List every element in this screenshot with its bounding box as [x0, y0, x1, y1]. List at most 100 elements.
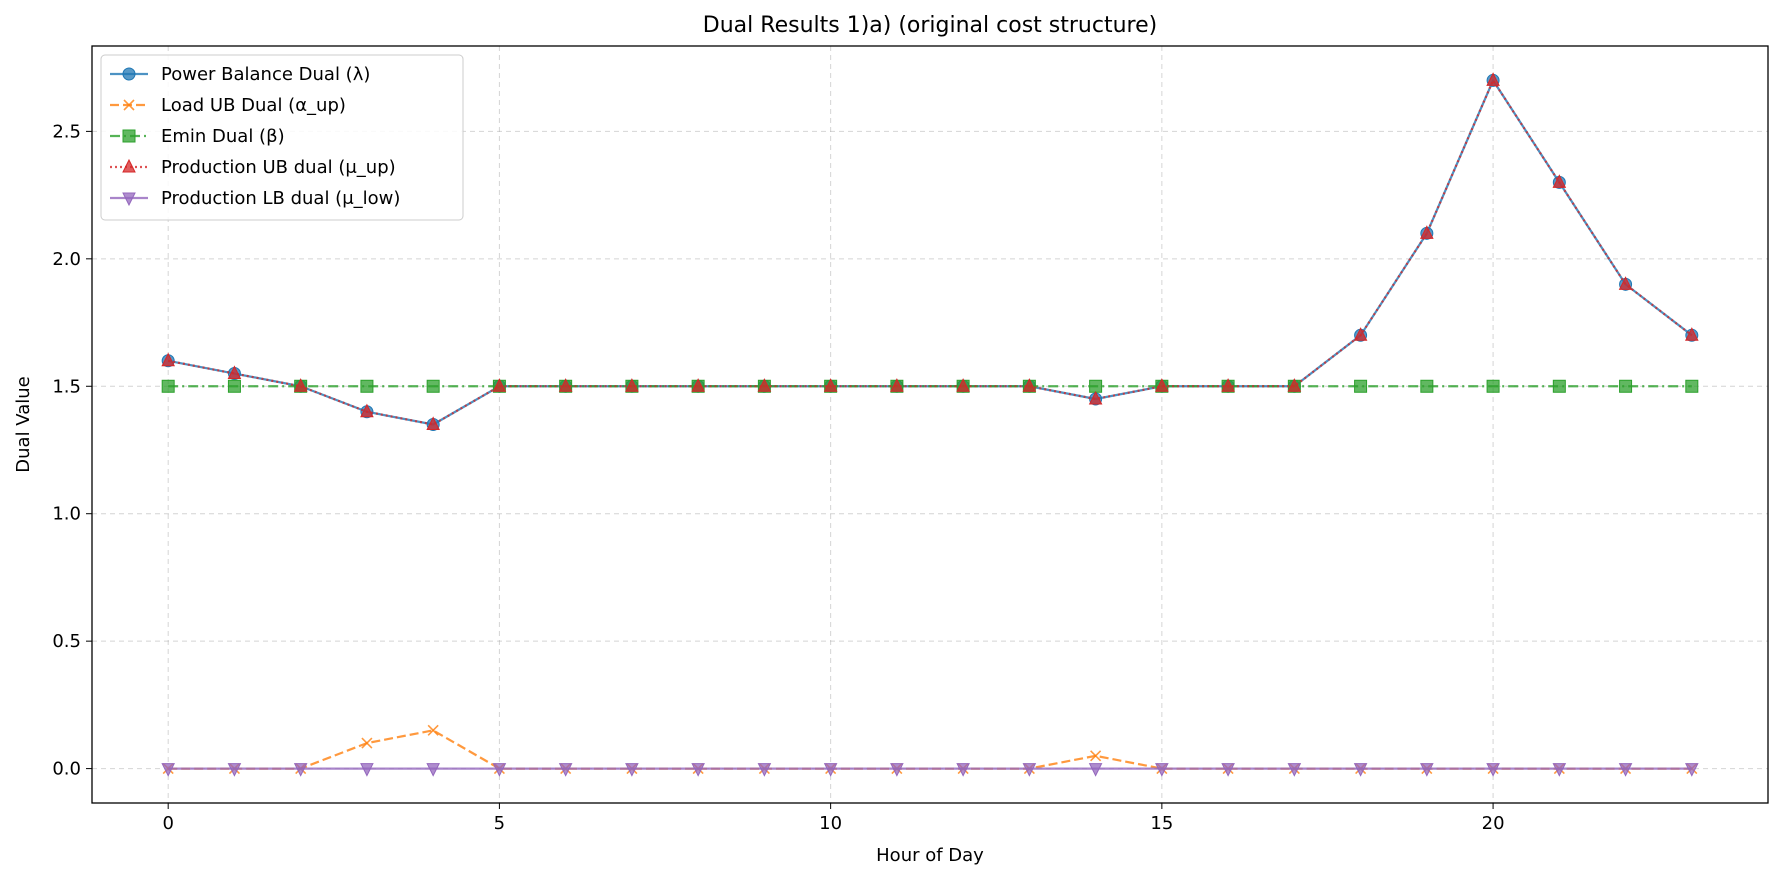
data-point: [625, 378, 639, 392]
data-point: [426, 763, 440, 777]
data-point: [492, 763, 507, 777]
data-point: [1420, 225, 1434, 239]
data-point: [1486, 379, 1500, 393]
data-point: [1552, 174, 1567, 188]
marker-stroke: [427, 724, 439, 736]
data-point: [427, 724, 439, 736]
series-5: [161, 763, 1699, 777]
data-point: [823, 763, 838, 777]
y-axis-label: Dual Value: [13, 376, 34, 472]
data-point: [161, 352, 175, 367]
data-point: [1088, 390, 1103, 405]
data-point: [227, 763, 242, 777]
y-tick-label: 1.5: [52, 376, 81, 397]
plot-frame: [91, 45, 1769, 804]
x-tick-label: 5: [494, 813, 505, 834]
marker-stroke: [123, 99, 135, 111]
data-point: [426, 379, 440, 393]
x-axis-label: Hour of Day: [876, 845, 984, 866]
data-point: [558, 378, 573, 392]
legend-marker: [122, 192, 136, 207]
chart-title: Dual Results 1)a) (original cost structu…: [703, 13, 1157, 38]
legend-box: [100, 54, 464, 221]
axis-ticks: 0 5 10 15 20 0.0 0.5 1.0 1.5 2.0 2.5: [52, 121, 1504, 834]
x-tick-label: 0: [162, 813, 173, 834]
y-tick-label: 1.0: [52, 504, 81, 525]
y-tick-label: 0.5: [52, 631, 81, 652]
data-point: [1287, 763, 1302, 777]
legend: Power Balance Dual (λ) Load UB Dual (α_up…: [100, 54, 464, 221]
legend-item: Production UB dual (μ_up): [110, 157, 396, 178]
series-layer: [161, 72, 1699, 777]
legend-label: Emin Dual (β): [161, 126, 285, 147]
data-point: [1552, 379, 1566, 393]
data-point: [227, 365, 242, 380]
marker-stroke: [1090, 750, 1102, 762]
marker-stroke: [361, 737, 373, 749]
data-point: [1022, 763, 1037, 777]
legend-label: Production UB dual (μ_up): [161, 157, 396, 178]
data-point: [890, 378, 904, 392]
data-point: [1155, 763, 1169, 777]
data-point: [1354, 379, 1368, 393]
data-point: [1619, 379, 1633, 393]
x-tick-label: 20: [1482, 813, 1505, 834]
data-point: [161, 379, 175, 393]
data-point: [1486, 763, 1500, 777]
data-point: [757, 763, 772, 777]
data-point: [360, 763, 374, 777]
legend-marker: [122, 158, 136, 173]
data-point: [890, 763, 904, 777]
data-point: [1420, 379, 1434, 393]
data-point: [293, 763, 308, 777]
data-point: [1088, 763, 1103, 777]
legend-item: Load UB Dual (α_up): [110, 95, 346, 116]
legend-marker: [122, 129, 136, 143]
legend-item: Power Balance Dual (λ): [110, 64, 370, 85]
legend-marker: [122, 67, 136, 81]
data-point: [1221, 763, 1235, 777]
data-point: [360, 403, 374, 418]
data-point: [1486, 72, 1500, 86]
legend-label: Production LB dual (μ_low): [161, 188, 400, 209]
data-point: [1155, 378, 1169, 392]
series-4: [161, 72, 1699, 430]
legend-label: Load UB Dual (α_up): [161, 95, 346, 116]
data-point: [361, 737, 373, 749]
data-point: [1552, 763, 1567, 777]
data-point: [426, 416, 440, 430]
data-point: [360, 379, 374, 393]
data-point: [1618, 763, 1633, 777]
data-point: [956, 378, 970, 392]
data-point: [161, 763, 175, 777]
data-point: [1089, 379, 1103, 393]
data-point: [492, 378, 507, 392]
y-tick-label: 2.5: [52, 121, 81, 142]
x-tick-label: 15: [1150, 813, 1173, 834]
data-point: [1685, 327, 1699, 341]
data-point: [823, 378, 838, 392]
data-point: [1353, 763, 1368, 777]
data-point: [1022, 378, 1037, 392]
data-point: [1353, 327, 1368, 341]
data-point: [691, 378, 705, 392]
data-point: [1685, 379, 1699, 393]
series-line: [167, 79, 1693, 426]
data-point: [1090, 750, 1102, 762]
data-point: [1618, 276, 1633, 290]
data-point: [1287, 378, 1302, 392]
data-point: [227, 379, 241, 393]
data-point: [757, 378, 772, 392]
data-point: [558, 763, 573, 777]
data-point: [1221, 378, 1235, 392]
data-point: [956, 763, 970, 777]
legend-label: Power Balance Dual (λ): [161, 64, 370, 85]
data-point: [1685, 763, 1699, 777]
legend-marker: [123, 99, 135, 111]
data-point: [1420, 763, 1434, 777]
data-point: [625, 763, 639, 777]
legend-item: Production LB dual (μ_low): [110, 188, 400, 209]
data-point: [293, 378, 308, 392]
x-tick-label: 10: [819, 813, 842, 834]
